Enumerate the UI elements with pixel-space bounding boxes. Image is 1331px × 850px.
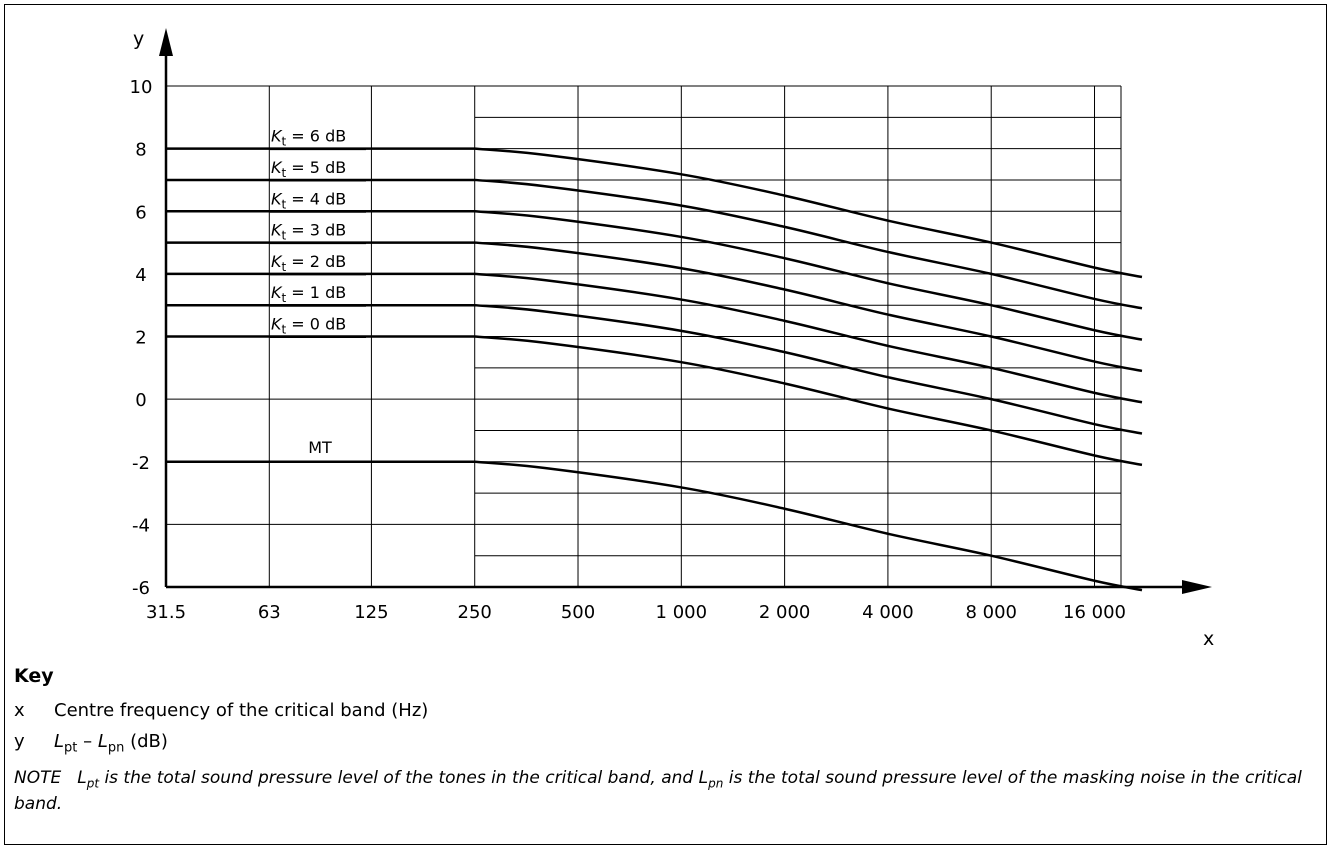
y-tick-label: 4 — [135, 265, 146, 286]
key-row-y: y Lpt – Lpn (dB) — [14, 730, 168, 761]
series-line — [166, 303, 1143, 435]
y-tick-label: 2 — [135, 328, 146, 349]
key-y-description: Lpt – Lpn (dB) — [54, 731, 168, 756]
key-y-minus: – — [77, 731, 98, 752]
series-line — [166, 210, 1143, 341]
note-l2: L — [698, 768, 709, 788]
y-tick-label: 6 — [135, 202, 146, 223]
x-tick-labels: 31.5 63 125 250 500 1 000 2 000 4 000 8 000 16 00… — [146, 602, 1126, 623]
note-text-2: is the total sound pressure level of the… — [14, 768, 1302, 815]
axes — [159, 28, 1212, 594]
series-label: Kt = 6 dB — [271, 127, 346, 149]
series-line — [166, 178, 1143, 310]
x-tick-label: 4 000 — [862, 602, 914, 623]
y-tick-labels: 10 8 6 4 2 0 -2 -4 -6 — [130, 77, 153, 599]
key-y-l2: L — [97, 731, 108, 752]
y-tick-label: -6 — [132, 578, 150, 599]
figure-frame — [4, 4, 1327, 845]
x-tick-label: 2 000 — [759, 602, 811, 623]
x-axis-symbol: x — [1203, 628, 1214, 650]
x-tick-label: 250 — [458, 602, 492, 623]
series-line — [166, 272, 1143, 404]
series-label: Kt = 3 dB — [271, 221, 346, 243]
note-l2-sub: pn — [708, 776, 724, 791]
x-axis-arrow — [1182, 580, 1212, 594]
y-tick-label: -4 — [132, 515, 150, 536]
key-row-x: x Centre frequency of the critical band (… — [14, 699, 428, 723]
series-label: Kt = 4 dB — [271, 189, 346, 211]
series-label: Kt = 1 dB — [271, 283, 346, 305]
series-line — [166, 147, 1143, 279]
y-axis-symbol: y — [133, 28, 144, 50]
key-y-l1-sub: pt — [64, 740, 78, 756]
x-tick-label: 63 — [258, 602, 281, 623]
y-axis-arrow — [159, 28, 173, 56]
chart: 10 8 6 4 2 0 -2 -4 -6 31.5 63 125 250 500 1 000 2 000 4… — [130, 28, 1214, 650]
y-tick-label: -2 — [132, 453, 150, 474]
series-lines — [166, 147, 1143, 592]
note-l1: L — [77, 768, 87, 788]
key-y-l1: L — [54, 731, 65, 752]
series-label: Kt = 0 dB — [271, 315, 346, 337]
note-label: NOTE — [14, 768, 62, 788]
x-tick-label: 16 000 — [1063, 602, 1126, 623]
x-tick-label: 1 000 — [656, 602, 708, 623]
key-y-l2-sub: pn — [107, 740, 125, 756]
x-tick-label: 500 — [561, 602, 595, 623]
series-line — [166, 241, 1143, 373]
series-label: Kt = 5 dB — [271, 158, 346, 180]
note-text-1: is the total sound pressure level of the… — [99, 768, 699, 788]
series-line — [166, 335, 1143, 467]
x-tick-label: 31.5 — [146, 602, 186, 623]
x-tick-label: 125 — [354, 602, 388, 623]
note-l1-sub: pt — [86, 776, 100, 791]
series-line — [166, 460, 1143, 592]
key-title: Key — [14, 665, 54, 687]
series-labels: Kt = 6 dB Kt = 5 dB Kt = 4 dB Kt = 3 dB Kt =… — [270, 127, 366, 457]
key-y-symbol: y — [14, 731, 25, 752]
key-x-symbol: x — [14, 700, 25, 721]
note: NOTE Lpt is the total sound pressure leve… — [14, 768, 1304, 815]
y-tick-label: 8 — [135, 140, 146, 161]
key-x-description: Centre frequency of the critical band (H… — [54, 700, 429, 721]
series-label: Kt = 2 dB — [271, 252, 346, 274]
x-tick-label: 8 000 — [965, 602, 1017, 623]
series-label: MT — [308, 438, 332, 457]
y-tick-label: 10 — [130, 77, 153, 98]
y-tick-label: 0 — [135, 390, 146, 411]
key-y-unit: (dB) — [124, 731, 168, 752]
